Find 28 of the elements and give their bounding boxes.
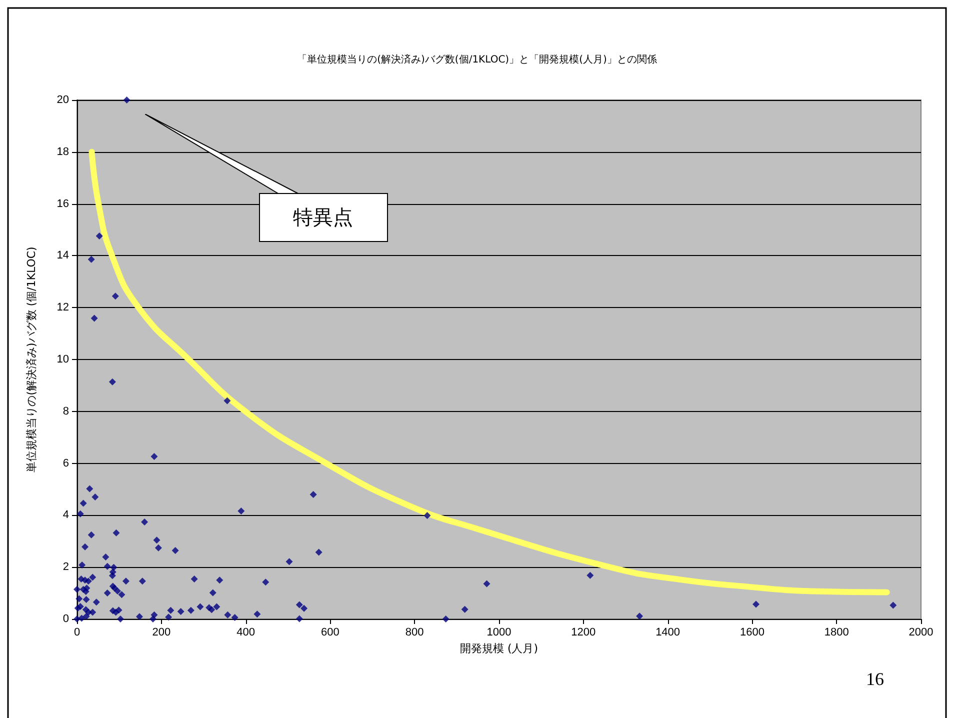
y-tick-label: 8: [62, 405, 69, 418]
x-tick-label: 0: [74, 626, 80, 638]
x-tick-label: 2000: [908, 626, 934, 638]
chart-title: 「単位規模当りの(解決済み)バグ数(個/1KLOC)」と「開発規模(人月)」との関係: [297, 54, 657, 66]
x-tick-label: 600: [321, 626, 340, 638]
x-tick-label: 400: [236, 626, 255, 638]
y-tick-label: 12: [56, 302, 69, 314]
y-tick-label: 20: [56, 94, 69, 106]
y-tick-label: 2: [62, 561, 69, 574]
x-tick-label: 200: [152, 626, 171, 638]
callout-box: 特異点: [145, 114, 388, 242]
y-tick-label: 4: [62, 509, 69, 522]
x-tick-label: 1400: [656, 626, 680, 638]
text: 16: [866, 669, 884, 689]
x-tick-label: 1000: [486, 626, 512, 638]
y-tick-label: 0: [62, 613, 69, 625]
y-tick-label: 14: [56, 250, 69, 262]
y-tick-label: 10: [56, 354, 69, 366]
x-axis-title: 開発規模 (人月): [460, 642, 538, 655]
x-tick-label: 1600: [740, 626, 764, 638]
x-tick-label: 800: [405, 626, 424, 638]
y-tick-label: 6: [62, 457, 69, 470]
y-axis-title: 単位規模当りの(解決済み)バグ数 (個/1KLOC): [25, 246, 38, 472]
annotation: 特異点: [259, 193, 387, 241]
y-tick-label: 18: [56, 146, 69, 158]
y-tick-label: 16: [56, 198, 69, 210]
x-tick-label: 1200: [571, 626, 596, 638]
x-tick-label: 1800: [824, 626, 849, 638]
